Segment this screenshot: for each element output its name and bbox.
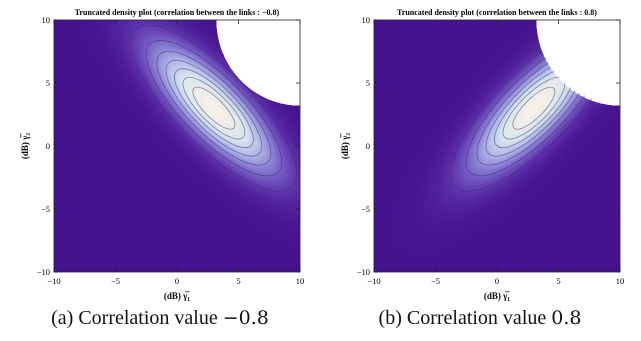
y-axis-label: (dB) γ̅₂ [340,133,350,159]
y-tick-label: 5 [46,78,50,88]
contour-lines [130,24,298,192]
density-plot-b: −10−10 −5 −5 0 0 5 5 10 10 Truncated density plot… [340,8,625,301]
y-tick-label: −5 [361,204,370,214]
x-tick-label: −10 [47,276,60,286]
x-tick-label: 0 [175,276,179,286]
density-field [54,20,300,272]
contour-level-5 [174,68,254,149]
y-tick-label: −10 [37,267,50,277]
y-tick-label: 5 [366,78,370,88]
density-plot-a: −10−10 −5 −5 0 0 5 5 10 10 Truncated density plot… [20,8,305,301]
chart-title: Truncated density plot (correlation betw… [397,8,597,17]
contour-level-4 [165,59,263,157]
x-axis-label: (dB) γ̅₁ [484,291,510,301]
contour-level-2 [145,40,283,177]
y-tick-label: 10 [362,15,371,25]
caption-b: (b) Correlation value 0.8 [320,307,640,330]
y-tick-label: 0 [46,141,50,151]
y-axis-label: (dB) γ̅₂ [20,133,30,159]
x-tick-label: 0 [495,276,499,286]
x-tick-label: 5 [236,276,240,286]
contour-level-2 [465,40,603,177]
caption-a: (a) Correlation value −0.8 [0,307,320,330]
x-axis-label: (dB) γ̅₁ [164,291,190,301]
y-tick-label: −5 [41,204,50,214]
x-tick-label: 10 [296,276,305,286]
x-tick-label: −5 [111,276,120,286]
x-tick-label: −5 [431,276,440,286]
contour-level-7 [512,86,556,130]
contour-level-1 [450,24,618,192]
caption-b-prefix: (b) Correlation value [378,307,552,329]
caption-a-prefix: (a) Correlation value [51,307,223,329]
contour-level-5 [494,68,574,149]
contour-level-3 [476,50,592,166]
y-tick-label: 10 [42,15,51,25]
contour-level-7 [192,86,236,130]
contour-level-4 [485,59,583,157]
y-tick-label: −10 [357,267,370,277]
x-tick-label: 10 [616,276,625,286]
y-tick-label: 0 [366,141,370,151]
contour-lines [450,24,618,192]
x-tick-label: 5 [556,276,560,286]
caption-a-value: −0.8 [222,307,269,329]
contour-level-6 [182,76,246,140]
contour-level-3 [156,50,272,166]
contour-level-1 [130,24,298,192]
contour-level-6 [502,76,566,140]
chart-title: Truncated density plot (correlation betw… [75,8,280,17]
caption-b-value: 0.8 [551,307,582,329]
x-tick-label: −10 [367,276,380,286]
